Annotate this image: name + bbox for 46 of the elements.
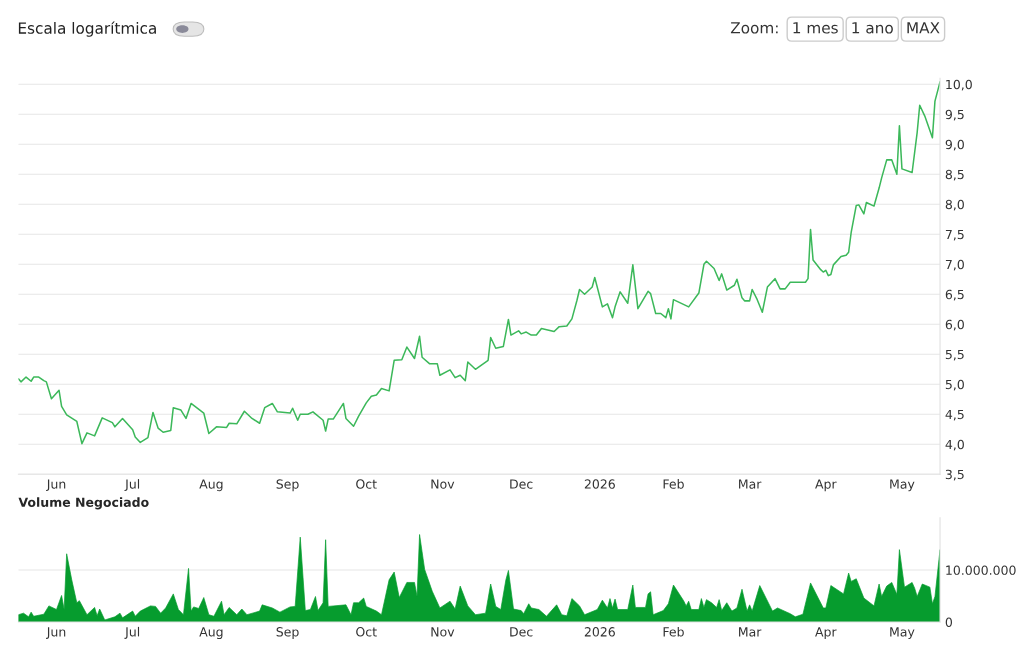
x-tick-label: Jul — [124, 479, 140, 492]
y-tick-label: 3,5 — [945, 469, 964, 481]
text: Escala logarítmica — [18, 21, 156, 37]
text: Zoom: — [730, 22, 778, 34]
y-tick-label: 6,0 — [945, 319, 964, 331]
y-tick-label: 5,5 — [945, 349, 964, 361]
x-tick-label: 2026 — [584, 627, 615, 637]
x-tick-label: Aug — [199, 627, 223, 639]
y-tick-label: 10,0 — [946, 79, 972, 91]
x-tick-label: Nov — [431, 479, 455, 489]
x-tick-label: Sep — [276, 479, 299, 492]
y-tick-label: 7,0 — [945, 259, 964, 271]
y-tick-label: 9,0 — [945, 139, 964, 151]
x-tick-label: Sep — [276, 627, 299, 639]
x-tick-label: Jun — [46, 479, 66, 492]
x-tick-label: Feb — [663, 626, 684, 637]
y-tick-label: 8,0 — [945, 199, 964, 211]
x-tick-label: Oct — [356, 627, 377, 637]
x-tick-label: Jul — [124, 626, 140, 639]
y-tick-label: 5,0 — [945, 379, 964, 391]
x-tick-label: 2026 — [584, 479, 615, 489]
y-tick-label: 7,5 — [945, 229, 964, 241]
chart-title: Volume Negociado — [18, 497, 149, 510]
x-tick-label: Dec — [510, 627, 533, 637]
text: 1 ano — [852, 22, 893, 34]
y-tick-label: 10.000.000 — [946, 565, 1016, 575]
x-tick-label: Apr — [815, 479, 837, 492]
x-tick-label: Feb — [663, 479, 684, 489]
y-tick-label: 6,5 — [945, 289, 964, 301]
x-tick-label: May — [890, 627, 915, 639]
text: 1 mes — [793, 22, 838, 34]
y-tick-label: 8,5 — [945, 169, 964, 181]
text: MAX — [907, 22, 940, 34]
x-tick-label: Jun — [46, 627, 66, 639]
x-tick-label: Oct — [356, 479, 377, 489]
y-tick-label: 4,5 — [945, 409, 964, 421]
x-tick-label: May — [890, 479, 915, 492]
x-tick-label: Aug — [199, 479, 223, 492]
y-tick-label: 9,5 — [945, 109, 964, 121]
x-tick-label: Mar — [739, 479, 762, 489]
x-tick-label: Nov — [431, 627, 455, 637]
x-tick-label: Apr — [815, 627, 837, 639]
x-tick-label: Dec — [510, 479, 533, 489]
y-tick-label: 0 — [945, 617, 953, 627]
x-tick-label: Mar — [739, 627, 762, 637]
y-tick-label: 4,0 — [945, 439, 964, 451]
